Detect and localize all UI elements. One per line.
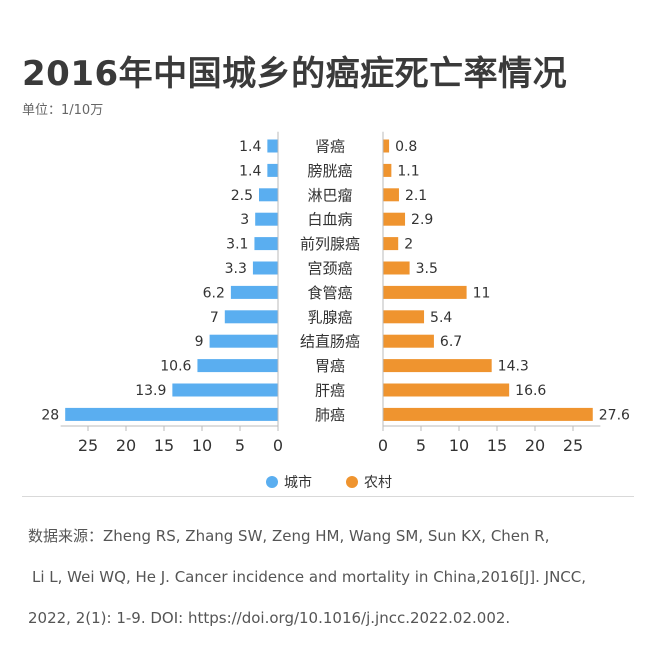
urban-value-label: 1.4 — [239, 139, 261, 155]
rural-bar — [383, 212, 406, 226]
rural-bar — [383, 163, 392, 177]
legend-urban-label: 城市 — [284, 474, 312, 491]
legend: 城市 农村 — [266, 474, 392, 491]
right-tick-label: 20 — [525, 436, 545, 455]
legend-rural-label: 农村 — [364, 475, 392, 491]
urban-bar — [65, 407, 278, 421]
urban-value-label: 13.9 — [135, 383, 166, 399]
source-line-1: 数据来源：Zheng RS, Zhang SW, Zeng HM, Wang S… — [28, 527, 550, 545]
left-tick-label: 5 — [235, 436, 245, 455]
urban-value-label: 2.5 — [231, 188, 253, 204]
urban-value-label: 6.2 — [203, 285, 225, 301]
category-label: 淋巴瘤 — [307, 186, 352, 204]
urban-value-label: 7 — [210, 310, 219, 326]
source-citation: 数据来源：Zheng RS, Zhang SW, Zeng HM, Wang S… — [28, 516, 638, 639]
rural-value-label: 2.1 — [405, 188, 427, 204]
category-label: 肝癌 — [315, 382, 345, 400]
category-label: 肺癌 — [315, 406, 345, 424]
left-tick-label: 0 — [273, 436, 283, 455]
urban-bar — [209, 334, 278, 348]
rural-value-label: 6.7 — [440, 334, 462, 350]
urban-value-label: 9 — [195, 334, 204, 350]
urban-value-label: 28 — [41, 407, 59, 423]
category-label: 前列腺癌 — [300, 235, 360, 253]
category-label: 白血病 — [307, 211, 352, 229]
right-tick-label: 0 — [378, 436, 388, 455]
rural-value-label: 1.1 — [397, 163, 419, 179]
left-tick-label: 25 — [78, 436, 98, 455]
rural-bar — [383, 310, 425, 324]
rural-bar — [383, 407, 593, 421]
urban-bar — [255, 212, 278, 226]
rural-bar — [383, 334, 434, 348]
unit-label: 单位：1/10万 — [22, 103, 104, 118]
rural-bar — [383, 139, 390, 153]
category-label: 胃癌 — [315, 357, 345, 375]
rural-bar — [383, 359, 492, 373]
rural-bar — [383, 188, 399, 202]
rural-bar — [383, 237, 399, 251]
right-tick-label: 10 — [449, 436, 469, 455]
category-label: 宫颈癌 — [307, 260, 352, 278]
rural-value-label: 2 — [404, 237, 413, 253]
rural-value-label: 5.4 — [430, 310, 452, 326]
urban-bar — [267, 163, 278, 177]
rural-value-label: 0.8 — [395, 139, 417, 155]
rural-value-label: 3.5 — [416, 261, 438, 277]
urban-value-label: 3 — [240, 212, 249, 228]
category-label: 肾癌 — [315, 138, 345, 156]
rural-value-label: 27.6 — [599, 407, 630, 423]
divider — [22, 496, 634, 497]
urban-bar — [267, 139, 278, 153]
left-tick-label: 20 — [116, 436, 136, 455]
right-tick-label: 5 — [416, 436, 426, 455]
rural-bars: 0.8 1.1 2.1 2.9 23.5 11 5.4 6.7 14.3 16.6 27.6 — [383, 139, 630, 423]
rural-bar — [383, 285, 467, 299]
category-label: 结直肠癌 — [300, 333, 360, 351]
rural-bar — [383, 261, 410, 275]
urban-value-label: 3.1 — [226, 237, 248, 253]
urban-bar — [224, 310, 278, 324]
source-line-3: 2022, 2(1): 1-9. DOI: https://doi.org/10… — [28, 609, 511, 627]
category-label: 食管癌 — [307, 284, 352, 302]
urban-bar — [230, 285, 278, 299]
axes: 25 20 15 10 5 0 0 5 10 15 20 25 — [60, 131, 601, 455]
rural-value-label: 16.6 — [515, 383, 546, 399]
chart-title: 2016年中国城乡的癌症死亡率情况 — [22, 54, 568, 94]
right-tick-label: 25 — [563, 436, 583, 455]
category-label: 乳腺癌 — [307, 308, 352, 326]
rural-value-label: 11 — [473, 285, 491, 301]
rural-value-label: 2.9 — [411, 212, 433, 228]
urban-value-label: 1.4 — [239, 163, 261, 179]
right-tick-label: 15 — [487, 436, 507, 455]
legend-urban-marker — [266, 476, 278, 488]
category-label: 膀胱癌 — [307, 162, 352, 180]
left-tick-label: 10 — [192, 436, 212, 455]
rural-value-label: 14.3 — [498, 359, 529, 375]
legend-rural-marker — [346, 476, 358, 488]
urban-bar — [252, 261, 278, 275]
rural-bar — [383, 383, 510, 397]
urban-bar — [197, 359, 278, 373]
urban-value-label: 10.6 — [160, 359, 191, 375]
source-line-2: Li L, Wei WQ, He J. Cancer incidence and… — [32, 568, 587, 586]
left-tick-label: 15 — [154, 436, 174, 455]
urban-bar — [254, 237, 278, 251]
urban-bar — [259, 188, 278, 202]
urban-bar — [172, 383, 278, 397]
urban-value-label: 3.3 — [225, 261, 247, 277]
